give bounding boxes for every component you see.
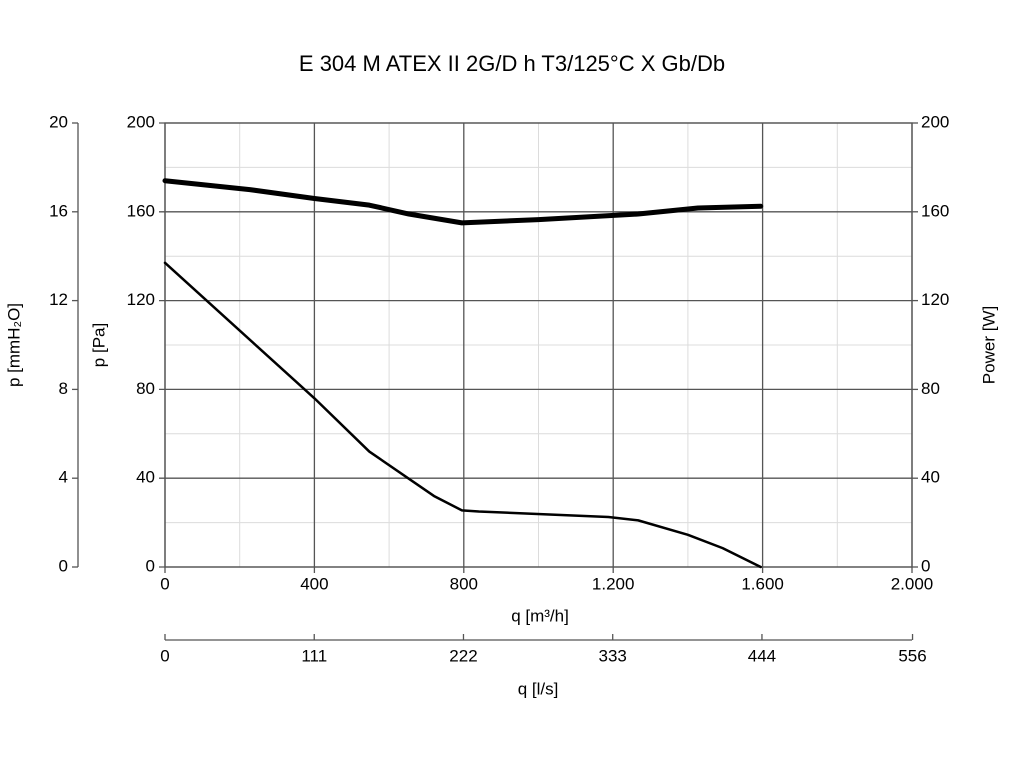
x2-tick-label: 556 [898, 646, 926, 665]
y2-tick-label: 160 [921, 201, 949, 220]
x-tick-label: 1.200 [592, 574, 635, 593]
y-outer-tick-label: 12 [49, 290, 68, 309]
x2-axis-label: q [l/s] [518, 679, 559, 698]
y-outer-tick-label: 4 [59, 468, 68, 487]
x-tick-label: 400 [300, 574, 328, 593]
y-outer-tick-label: 0 [59, 556, 68, 575]
x2-tick-label: 444 [748, 646, 776, 665]
x-tick-label: 0 [160, 574, 169, 593]
y-outer-tick-label: 20 [49, 112, 68, 131]
pressure-curve [163, 261, 762, 569]
y2-tick-label: 200 [921, 112, 949, 131]
y2-tick-label: 80 [921, 379, 940, 398]
y-tick-label: 80 [136, 379, 155, 398]
x-tick-label: 2.000 [891, 574, 934, 593]
x2-tick-label: 0 [160, 646, 169, 665]
x2-tick-label: 111 [301, 646, 327, 665]
power-curve [162, 178, 764, 226]
y2-tick-label: 120 [921, 290, 949, 309]
y-outer-tick-label: 16 [49, 201, 68, 220]
x2-tick-label: 333 [599, 646, 627, 665]
y-tick-label: 160 [127, 201, 155, 220]
x2-tick-label: 222 [449, 646, 477, 665]
y-axis-label: p [Pa] [89, 323, 108, 367]
y2-tick-label: 0 [921, 556, 930, 575]
y-outer-tick-label: 8 [59, 379, 68, 398]
chart-title: E 304 M ATEX II 2G/D h T3/125°C X Gb/Db [299, 51, 725, 76]
y-tick-label: 120 [127, 290, 155, 309]
x-tick-label: 1.600 [741, 574, 784, 593]
y-tick-label: 40 [136, 468, 155, 487]
y-tick-label: 200 [127, 112, 155, 131]
x-tick-label: 800 [450, 574, 478, 593]
plot-frame [164, 122, 913, 568]
y2-tick-label: 40 [921, 468, 940, 487]
y2-axis-label: Power [W] [979, 306, 998, 384]
y-tick-label: 0 [146, 556, 155, 575]
x-axis-label: q [m³/h] [511, 606, 569, 625]
y-outer-axis-label: p [mmH₂O] [4, 303, 23, 387]
